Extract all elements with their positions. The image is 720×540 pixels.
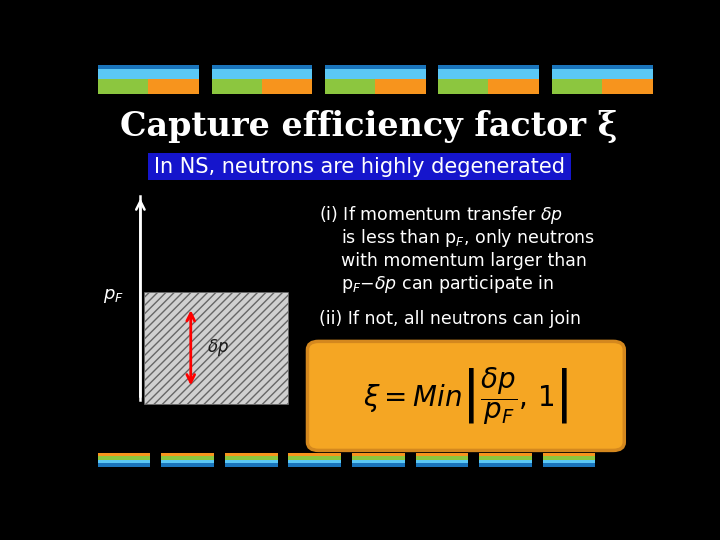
Bar bbox=[438, 69, 539, 80]
Bar bbox=[552, 80, 652, 94]
Bar bbox=[479, 460, 532, 463]
Bar bbox=[325, 69, 426, 80]
Bar bbox=[325, 79, 375, 94]
Bar bbox=[552, 79, 602, 94]
Bar bbox=[212, 65, 312, 70]
Bar bbox=[148, 80, 199, 94]
Bar bbox=[325, 65, 426, 69]
Bar bbox=[352, 460, 405, 463]
Bar bbox=[148, 153, 570, 180]
Bar bbox=[552, 70, 652, 79]
Bar bbox=[98, 65, 199, 69]
Bar bbox=[161, 453, 214, 456]
Bar bbox=[602, 79, 652, 94]
Bar bbox=[225, 453, 277, 456]
Bar bbox=[98, 69, 199, 80]
Bar bbox=[212, 70, 312, 79]
Bar bbox=[415, 460, 468, 463]
Bar bbox=[161, 463, 214, 467]
Text: $p_F$: $p_F$ bbox=[103, 287, 124, 305]
Bar bbox=[161, 456, 214, 460]
Bar bbox=[98, 456, 150, 460]
Bar bbox=[479, 453, 532, 456]
Bar bbox=[212, 80, 312, 94]
Bar bbox=[148, 79, 199, 94]
Text: (i) If momentum transfer $\delta p$: (i) If momentum transfer $\delta p$ bbox=[319, 204, 563, 226]
Bar bbox=[552, 65, 652, 70]
Bar bbox=[488, 80, 539, 94]
Bar bbox=[543, 456, 595, 460]
Text: $\delta p$: $\delta p$ bbox=[207, 337, 229, 358]
Text: Capture efficiency factor ξ: Capture efficiency factor ξ bbox=[120, 110, 618, 143]
Bar bbox=[225, 463, 277, 467]
Bar bbox=[602, 80, 652, 94]
Bar bbox=[98, 70, 199, 79]
Bar bbox=[479, 456, 532, 460]
Bar bbox=[325, 65, 426, 70]
Bar bbox=[415, 456, 468, 460]
Text: (ii) If not, all neutrons can join: (ii) If not, all neutrons can join bbox=[319, 310, 580, 328]
Bar bbox=[98, 463, 150, 467]
Bar bbox=[161, 460, 214, 463]
Text: p$_F$$-$$\delta p$ can participate in: p$_F$$-$$\delta p$ can participate in bbox=[319, 273, 554, 295]
Bar bbox=[289, 456, 341, 460]
Bar bbox=[543, 463, 595, 467]
Bar bbox=[289, 460, 341, 463]
Bar bbox=[438, 79, 488, 94]
Bar bbox=[352, 453, 405, 456]
Bar bbox=[325, 70, 426, 79]
Bar bbox=[262, 80, 312, 94]
Text: In NS, neutrons are highly degenerated: In NS, neutrons are highly degenerated bbox=[154, 157, 564, 177]
Bar bbox=[552, 65, 652, 69]
Bar bbox=[552, 69, 652, 80]
Bar bbox=[212, 65, 312, 69]
Text: is less than p$_F$, only neutrons: is less than p$_F$, only neutrons bbox=[319, 227, 595, 249]
Bar bbox=[98, 79, 148, 94]
FancyBboxPatch shape bbox=[307, 341, 624, 450]
Bar bbox=[225, 456, 277, 460]
Bar bbox=[415, 453, 468, 456]
Text: $\xi = Min\left|\dfrac{\delta p}{p_F},\, 1\right|$: $\xi = Min\left|\dfrac{\delta p}{p_F},\,… bbox=[363, 365, 569, 427]
Bar bbox=[212, 69, 312, 80]
Bar bbox=[325, 80, 426, 94]
Bar bbox=[98, 453, 150, 456]
Bar bbox=[289, 453, 341, 456]
Bar bbox=[352, 456, 405, 460]
Bar bbox=[262, 79, 312, 94]
Bar bbox=[98, 460, 150, 463]
Bar bbox=[488, 79, 539, 94]
Bar bbox=[415, 463, 468, 467]
Bar bbox=[98, 65, 199, 70]
Bar bbox=[144, 292, 287, 403]
Bar bbox=[289, 463, 341, 467]
Bar bbox=[438, 65, 539, 69]
Bar bbox=[375, 79, 426, 94]
Bar bbox=[438, 65, 539, 70]
Bar bbox=[98, 80, 199, 94]
Bar bbox=[352, 463, 405, 467]
Bar bbox=[543, 460, 595, 463]
Bar bbox=[212, 79, 262, 94]
Text: with momentum larger than: with momentum larger than bbox=[319, 252, 587, 270]
Bar bbox=[375, 80, 426, 94]
Bar bbox=[225, 460, 277, 463]
Bar bbox=[479, 463, 532, 467]
Bar bbox=[438, 70, 539, 79]
Bar bbox=[543, 453, 595, 456]
Bar bbox=[438, 80, 539, 94]
